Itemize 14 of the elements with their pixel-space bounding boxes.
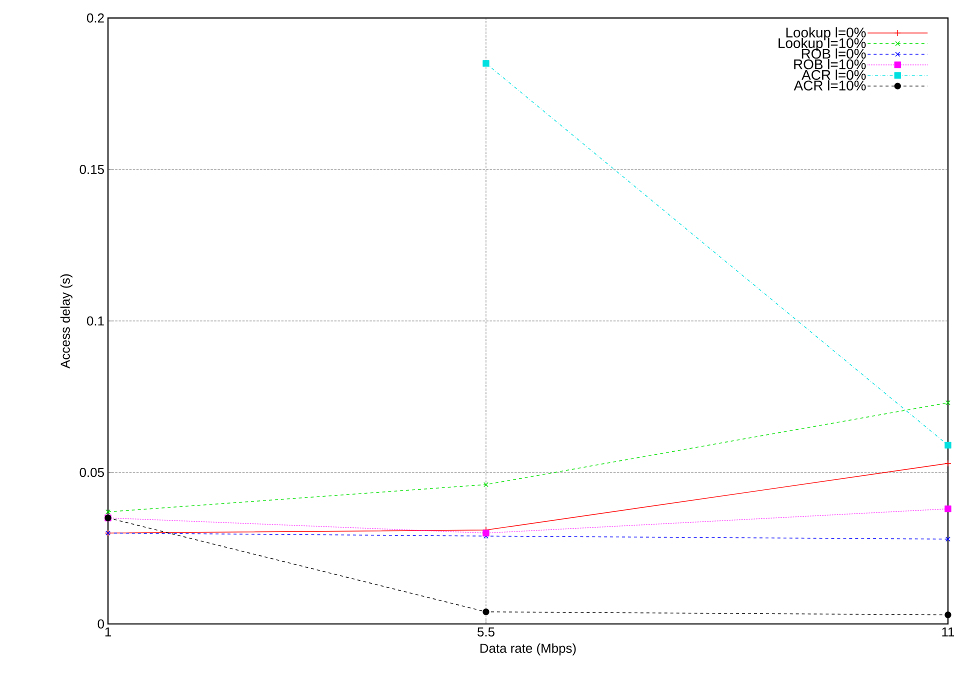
x-axis-title: Data rate (Mbps) [480,643,576,656]
y-tick-label: 0.1 [86,316,104,326]
y-tick-label: 0 [98,619,104,629]
x-tick-label: 5.5 [478,627,494,637]
legend-label: ROB l=10% [794,59,866,70]
y-tick-label: 0.15 [80,164,104,174]
y-axis-title: Access delay (s) [60,274,72,368]
legend-label: ACR l=0% [802,70,866,80]
legend-label: ROB l=0% [802,48,866,59]
x-tick-label: 11 [942,627,954,636]
legend-label: ACR l=10% [794,80,866,91]
x-tick-label: 1 [105,627,111,636]
y-tick-label: 0.05 [80,468,104,478]
y-tick-label: 0.2 [86,13,104,23]
